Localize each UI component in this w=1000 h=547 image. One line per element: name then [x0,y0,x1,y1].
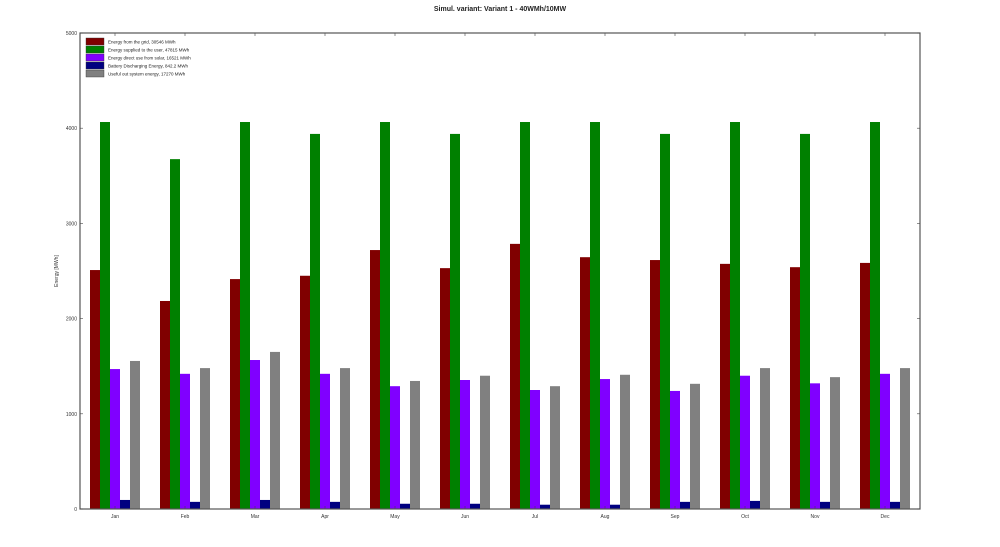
bar [510,243,520,510]
legend-label: Energy from the grid, 30546 MWh [108,40,176,45]
bar [880,373,890,509]
y-tick-label: 1000 [66,412,77,418]
legend-label: Energy direct use from solar, 16521 MWh [108,56,191,61]
x-tick-label: Sep [671,514,680,520]
bar [400,503,410,509]
bar [410,380,420,509]
y-tick-label: 5000 [66,31,77,37]
bar [200,368,210,509]
bar [480,375,490,509]
x-tick-label: Jan [111,514,119,520]
bar [300,275,310,509]
bar [320,373,330,509]
bar [100,122,110,510]
legend-swatch [85,69,105,78]
x-tick-label: Dec [881,514,890,520]
bar [550,386,560,509]
bar [760,368,770,509]
bar [450,133,460,510]
bar [590,122,600,510]
bar [660,133,670,510]
bar [860,262,870,509]
bar [740,375,750,509]
bar [110,369,120,509]
bar [390,386,400,509]
bar [230,279,240,509]
legend-label: Battery Discharging Energy, 842.2 MWh [108,64,188,69]
bar [370,250,380,509]
bar [720,263,730,509]
legend-swatch [85,53,105,62]
x-tick-label: Jul [532,514,538,520]
legend-swatch [85,45,105,54]
bar [120,499,130,509]
bar [730,122,740,510]
legend-swatch [85,61,105,70]
bar [160,300,170,509]
bar [600,379,610,509]
bar [180,373,190,509]
y-tick-label: 2000 [66,317,77,323]
x-tick-label: May [390,514,400,520]
bar [620,374,630,509]
x-tick-label: Aug [601,514,610,520]
bar [260,499,270,509]
x-tick-label: Mar [251,514,260,520]
bar [520,122,530,510]
bar [890,501,900,509]
bar [440,268,450,509]
bar [870,122,880,510]
bar [530,390,540,509]
bar [310,133,320,510]
plot-frame [79,32,921,510]
bar [610,504,620,509]
bar [680,501,690,509]
bar [540,504,550,509]
bar [830,377,840,509]
bar [240,122,250,510]
chart-title: Simul. variant: Variant 1 - 40WMh/10MW [434,6,567,13]
bar [330,501,340,509]
bar [820,501,830,509]
legend-label: Useful out system energy, 17270 MWh [108,72,186,77]
y-axis-label: Energy [MWh] [54,255,60,287]
bar [190,501,200,509]
y-tick-label: 3000 [66,221,77,227]
bar [670,390,680,509]
bar [810,383,820,509]
x-tick-label: Oct [741,514,749,520]
bar [130,360,140,509]
bar [270,351,280,509]
bar [170,159,180,509]
bar [380,122,390,510]
bar [470,503,480,509]
x-tick-label: Feb [181,514,190,520]
bar [90,270,100,509]
x-tick-label: Jun [461,514,469,520]
bar [790,267,800,509]
y-tick-label: 0 [74,507,77,513]
bar [250,360,260,509]
bar [800,133,810,510]
x-tick-label: Apr [321,514,329,520]
legend: Energy from the grid, 30546 MWh Energy su… [85,37,191,78]
bar [650,260,660,509]
y-tick-label: 4000 [66,126,77,132]
bar [900,368,910,509]
bar [690,383,700,509]
bar [340,368,350,509]
bar [460,380,470,509]
bar [580,257,590,509]
bar [750,500,760,509]
legend-swatch [85,37,105,46]
x-tick-label: Nov [811,514,820,520]
legend-label: Energy supplied to the user, 47815 MWh [108,48,190,53]
